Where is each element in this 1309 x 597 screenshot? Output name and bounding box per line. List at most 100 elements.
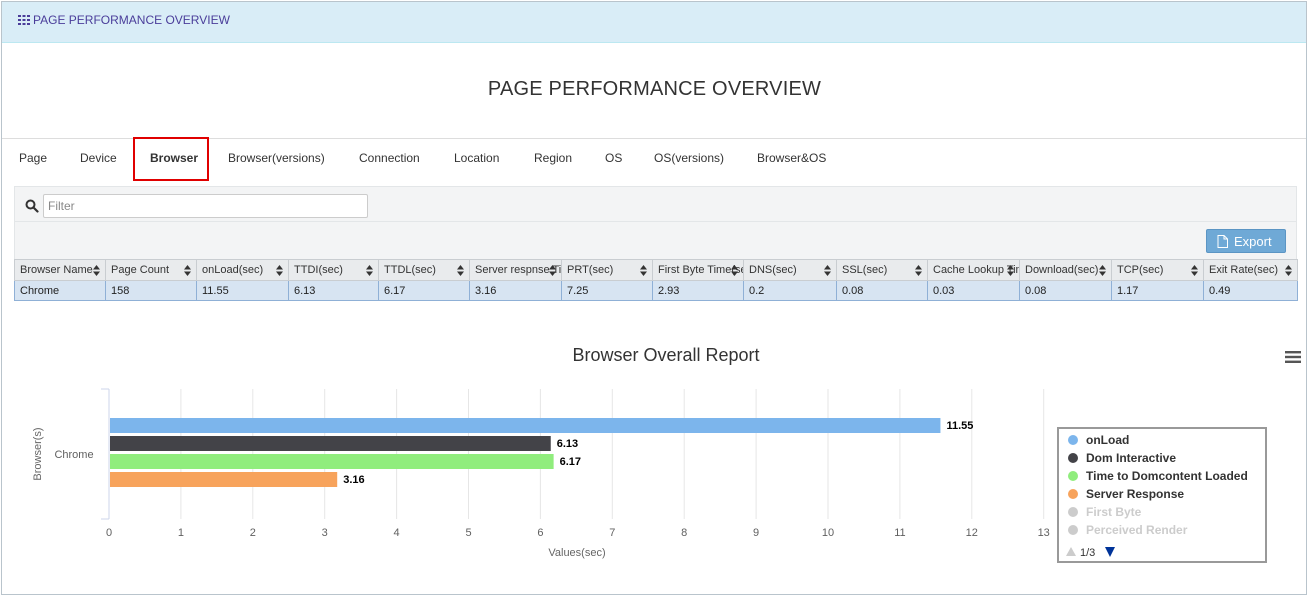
x-tick-label: 5 [465,527,471,539]
tab-os-versions[interactable]: OS(versions) [654,151,725,165]
column-header[interactable]: TTDI(sec) [288,259,379,281]
tab-browser[interactable]: Browser [150,151,199,165]
column-header-label: Browser Name [20,264,93,276]
sort-icon[interactable] [1099,265,1106,276]
legend-marker [1068,489,1078,499]
table-cell: 1.17 [1111,280,1204,301]
legend-marker [1068,435,1078,445]
table-row[interactable]: Chrome 158 11.55 6.13 6.17 3.16 7.25 2.93 0.2 0.0… [14,280,1298,301]
sort-icon[interactable] [366,265,373,276]
column-header[interactable]: onLoad(sec) [196,259,289,281]
panel-header-title: PAGE PERFORMANCE OVERVIEW [33,13,230,27]
x-tick-label: 3 [322,527,328,539]
performance-table: Browser Name Page Count onLoad(sec) TTDI(se… [14,259,1298,301]
table-cell: 11.55 [196,280,289,301]
sort-icon[interactable] [93,265,100,276]
tab-connection[interactable]: Connection [359,151,420,165]
column-header[interactable]: TCP(sec) [1111,259,1204,281]
document-icon [1217,235,1228,248]
sort-icon[interactable] [1285,265,1292,276]
table-header-row: Browser Name Page Count onLoad(sec) TTDI(se… [14,259,1298,281]
bar-server-response [110,472,338,487]
filter-bar [14,186,1297,222]
hamburger-menu-icon[interactable] [1285,351,1301,363]
column-header-label: Exit Rate(sec) [1209,264,1279,276]
x-tick-label: 0 [106,527,112,539]
column-header-label: Cache Lookup Time [933,264,1019,276]
data-label: 11.55 [946,420,973,432]
legend-item: Perceived Render [1086,523,1188,537]
column-header-label: Page Count [111,264,170,276]
legend-marker [1068,453,1078,463]
column-header-label: TCP(sec) [1117,264,1164,276]
table-cell: 0.08 [1019,280,1112,301]
x-tick-label: 12 [966,527,978,539]
sort-icon[interactable] [549,265,556,276]
table-cell: 2.93 [652,280,744,301]
x-tick-label: 9 [753,527,759,539]
x-tick-label: 7 [609,527,615,539]
column-header[interactable]: TTDL(sec) [378,259,470,281]
x-tick-label: 8 [681,527,687,539]
column-header-label: First Byte Time(sec) [658,264,743,276]
column-header[interactable]: DNS(sec) [743,259,837,281]
bar-time-to-domcontent-loaded [110,454,554,469]
column-header-label: onLoad(sec) [202,264,264,276]
column-header[interactable]: Server respnse Time [469,259,562,281]
legend-item: Server Response [1086,487,1184,501]
column-header-label: Server respnse Time [475,264,562,276]
legend-box [1057,427,1267,563]
column-header-label: DNS(sec) [749,264,797,276]
legend-item: Dom Interactive [1086,451,1176,465]
legend-item: First Byte [1086,505,1142,519]
table-cell: 0.08 [836,280,928,301]
tab-device[interactable]: Device [80,151,117,165]
x-axis-title: Values(sec) [548,547,605,559]
legend-page-up-icon [1066,547,1076,556]
x-tick-label: 13 [1038,527,1050,539]
column-header[interactable]: Download(sec) [1019,259,1112,281]
table-cell: 0.03 [927,280,1020,301]
sort-icon[interactable] [915,265,922,276]
column-header[interactable]: Page Count [105,259,197,281]
bar-onload [110,418,941,433]
tab-browser-versions[interactable]: Browser(versions) [228,151,325,165]
grid-toolbar: Export [14,222,1297,259]
search-icon [25,199,39,213]
column-header[interactable]: Cache Lookup Time [927,259,1020,281]
sort-icon[interactable] [184,265,191,276]
column-header[interactable]: SSL(sec) [836,259,928,281]
table-cell: Chrome [14,280,106,301]
column-header[interactable]: Exit Rate(sec) [1203,259,1298,281]
sort-icon[interactable] [731,265,738,276]
sort-icon[interactable] [1007,265,1014,276]
column-header[interactable]: First Byte Time(sec) [652,259,744,281]
tab-page[interactable]: Page [19,151,48,165]
legend-marker [1068,471,1078,481]
filter-input[interactable] [43,194,368,218]
data-label: 6.13 [557,438,578,450]
sort-icon[interactable] [457,265,464,276]
legend-marker [1068,507,1078,517]
tab-os[interactable]: OS [605,151,623,165]
legend-item: Time to Domcontent Loaded [1086,469,1248,483]
export-button[interactable]: Export [1206,229,1286,253]
x-tick-label: 11 [894,527,905,539]
column-header[interactable]: Browser Name [14,259,106,281]
sort-icon[interactable] [276,265,283,276]
legend-page-indicator: 1/3 [1080,547,1095,559]
column-header-label: Download(sec) [1025,264,1099,276]
column-header-label: PRT(sec) [567,264,614,276]
sort-icon[interactable] [1191,265,1198,276]
tab-region[interactable]: Region [534,151,573,165]
table-cell: 158 [105,280,197,301]
tab-location[interactable]: Location [454,151,500,165]
sort-icon[interactable] [824,265,831,276]
table-cell: 6.17 [378,280,470,301]
grid-icon [18,15,30,25]
column-header[interactable]: PRT(sec) [561,259,653,281]
sort-icon[interactable] [640,265,647,276]
tab-browser-os[interactable]: Browser&OS [757,151,827,165]
